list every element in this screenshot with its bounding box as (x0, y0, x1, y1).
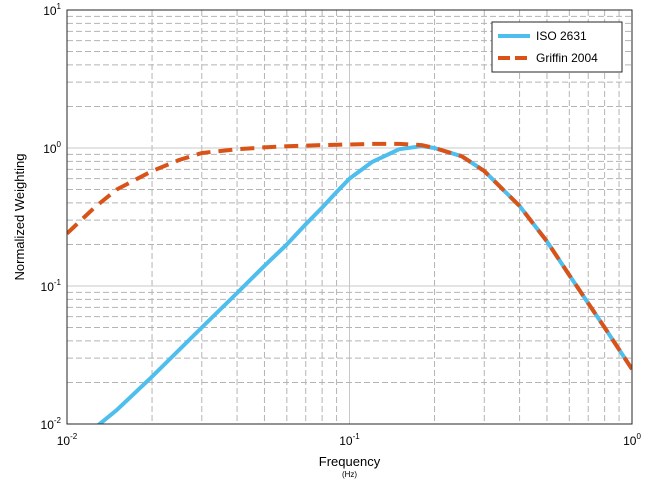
legend-box (491, 21, 623, 73)
series-line-iso-2631 (96, 144, 632, 424)
x-tick-label: 10-1 (339, 432, 360, 448)
y-tick-label: 100 (43, 140, 61, 156)
y-tick-label: 101 (43, 2, 61, 18)
plot-frame (66, 9, 633, 425)
legend: ISO 2631 Griffin 2004 (491, 21, 623, 73)
x-axis-unit-label: (Hz) (342, 470, 357, 479)
legend-entry-iso-2631: ISO 2631 (536, 29, 587, 43)
x-tick-label: 10-2 (57, 432, 78, 448)
x-axis-label: Frequency (319, 454, 381, 469)
y-tick-label: 10-1 (41, 278, 62, 294)
x-tick-label: 100 (623, 432, 641, 448)
series-lines (67, 141, 632, 424)
legend-entry-griffin-2004: Griffin 2004 (536, 51, 598, 65)
series-line-griffin-2004 (67, 141, 632, 371)
tick-labels: 10-2 10-1 100 10-2 10-1 100 101 (41, 2, 642, 448)
y-tick-label: 10-2 (41, 416, 62, 432)
y-axis-label: Normalized Weighting (12, 154, 27, 281)
